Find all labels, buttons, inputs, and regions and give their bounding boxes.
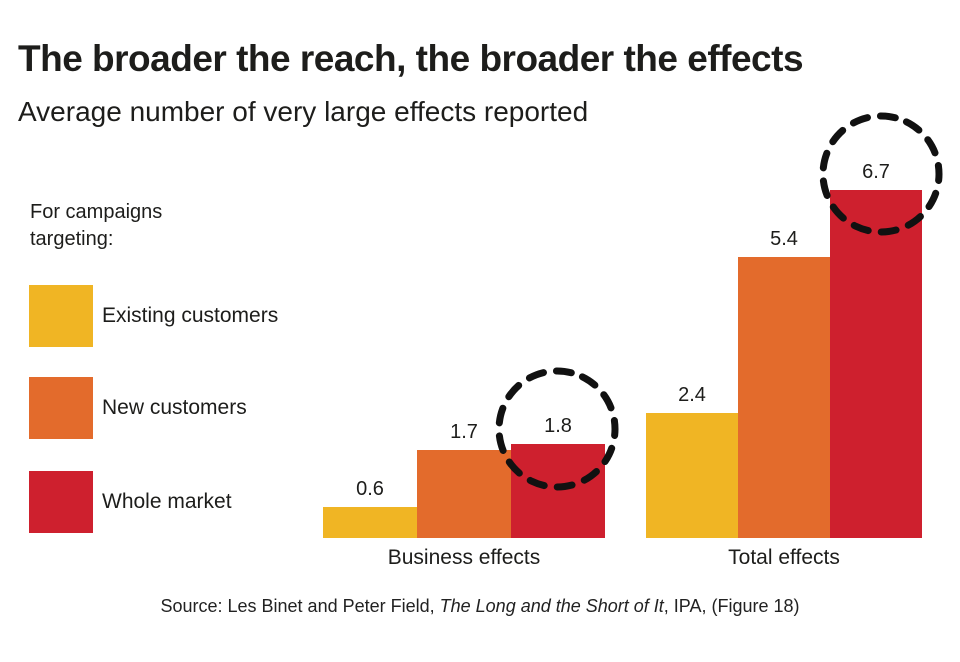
bar-value-label: 5.4 [770, 228, 798, 250]
bar-new-customers [738, 257, 830, 538]
bar-col-new-customers-business-effects: 1.7 [417, 421, 511, 538]
bar-group-business-effects: 0.6 1.7 1.8 [323, 415, 605, 538]
bar-col-existing-customers-business-effects: 0.6 [323, 478, 417, 538]
bar-whole-market [511, 444, 605, 538]
source-citation-prefix: Source: Les Binet and Peter Field, [160, 596, 440, 616]
bar-value-label: 6.7 [862, 161, 890, 183]
page-title: The broader the reach, the broader the e… [18, 38, 804, 79]
legend-label-whole-market: Whole market [102, 490, 232, 513]
source-citation: Source: Les Binet and Peter Field, The L… [0, 596, 960, 617]
legend-item-existing-customers: Existing customers [29, 285, 278, 347]
legend-swatch-new-customers [29, 377, 93, 439]
bar-value-label: 1.7 [450, 421, 478, 443]
legend-label-new-customers: New customers [102, 396, 247, 419]
bar-value-label: 1.8 [544, 415, 572, 437]
legend-label-existing-customers: Existing customers [102, 304, 279, 327]
bar-existing-customers [646, 413, 738, 538]
legend-swatch-existing-customers [29, 285, 93, 347]
bar-existing-customers [323, 507, 417, 538]
bar-col-new-customers-total-effects: 5.4 [738, 228, 830, 538]
legend-item-new-customers: New customers [29, 377, 247, 439]
bar-value-label: 2.4 [678, 384, 706, 406]
category-label-business-effects: Business effects [387, 546, 541, 569]
source-citation-book-title: The Long and the Short of It [439, 596, 664, 616]
bar-new-customers [417, 450, 511, 538]
bar-col-existing-customers-total-effects: 2.4 [646, 384, 738, 538]
category-label-total-effects: Total effects [728, 546, 840, 569]
legend-swatch-whole-market [29, 471, 93, 533]
bar-whole-market [830, 190, 922, 538]
bar-col-whole-market-business-effects: 1.8 [511, 415, 605, 538]
source-citation-suffix: , IPA, (Figure 18) [663, 596, 800, 616]
bar-value-label: 0.6 [356, 478, 384, 500]
bar-group-total-effects: 2.4 5.4 6.7 [646, 161, 922, 538]
legend-item-whole-market: Whole market [29, 471, 232, 533]
bar-col-whole-market-total-effects: 6.7 [830, 161, 922, 538]
chart-subtitle: Average number of very large effects rep… [18, 96, 589, 127]
legend-heading: For campaigns targeting: [30, 201, 163, 250]
